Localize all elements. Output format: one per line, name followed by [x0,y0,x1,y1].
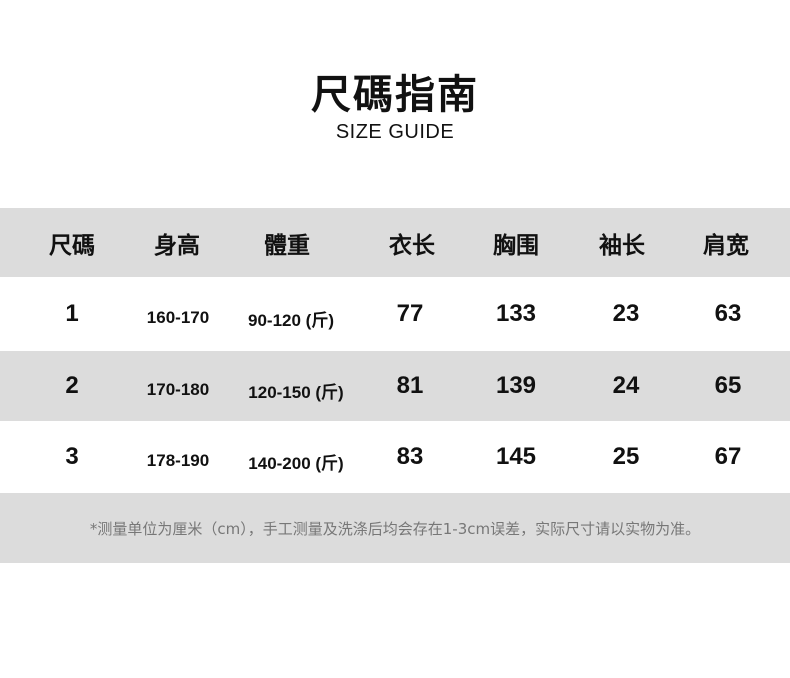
header-length: 衣长 [389,232,435,259]
cell-chest: 133 [495,300,537,327]
header-size: 尺碼 [49,232,95,259]
header-height: 身高 [154,232,200,259]
cell-height: 178-190 [146,451,210,470]
header-weight: 體重 [264,232,310,259]
cell-weight: 120-150 (斤) [248,382,344,402]
cell-chest: 145 [495,443,537,470]
cell-weight: 90-120 (斤) [248,310,334,330]
table-row: 2 170-180 120-150 (斤) 81 139 24 65 [0,351,790,421]
cell-length: 83 [396,443,424,470]
table-row: 3 178-190 140-200 (斤) 83 145 25 67 [0,421,790,493]
cell-sleeve: 25 [612,443,640,470]
note-band: *测量单位为厘米（cm），手工测量及洗涤后均会存在1-3cm误差，实际尺寸请以实… [0,493,790,563]
cell-weight: 140-200 (斤) [248,453,344,473]
cell-sleeve: 24 [612,372,640,399]
cell-sleeve: 23 [612,300,640,327]
cell-height: 160-170 [146,308,210,327]
cell-size: 2 [65,372,79,399]
cell-shoulder: 67 [714,443,742,470]
cell-shoulder: 63 [714,300,742,327]
table-row: 1 160-170 90-120 (斤) 77 133 23 63 [0,277,790,351]
table-header: 尺碼 身高 體重 衣长 胸围 袖长 肩宽 [0,208,790,277]
header-sleeve: 袖长 [599,232,645,259]
page-title: 尺碼指南 [311,72,479,118]
header-shoulder: 肩宽 [703,232,749,259]
cell-shoulder: 65 [714,372,742,399]
cell-height: 170-180 [146,380,210,399]
cell-length: 81 [396,372,424,399]
page-subtitle: SIZE GUIDE [335,121,455,143]
cell-size: 3 [65,443,79,470]
cell-length: 77 [396,300,424,327]
header-chest: 胸围 [493,232,539,259]
cell-size: 1 [65,300,79,327]
cell-chest: 139 [495,372,537,399]
measurement-note: *测量单位为厘米（cm），手工测量及洗涤后均会存在1-3cm误差，实际尺寸请以实… [89,519,701,538]
